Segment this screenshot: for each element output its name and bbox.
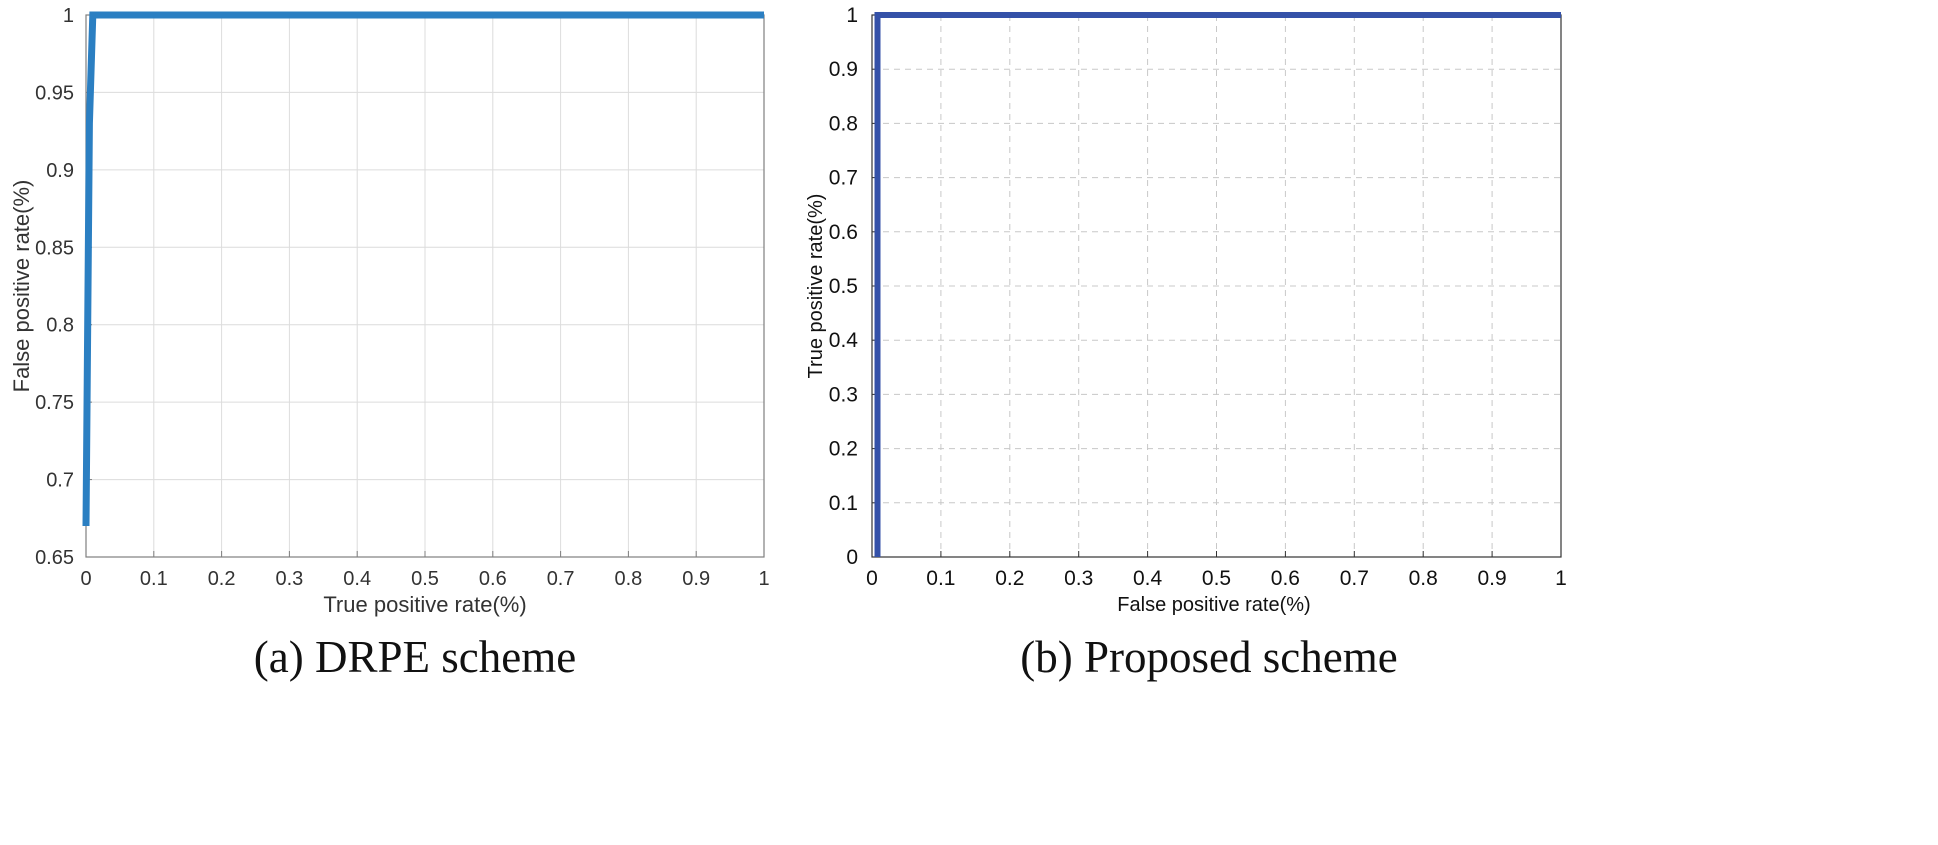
- y-tick-label: 0.3: [829, 383, 858, 406]
- y-tick-label: 0.9: [46, 160, 74, 182]
- panel-a-roc-curve: [82, 11, 764, 527]
- panel-a-drpe: 0 0.1 0.2 0.3 0.4 0.5 0.6 0.7 0.8 0.9 1 0.65 0.7 0.7…: [9, 5, 770, 682]
- panel-a-x-axis-label: True positive rate(%): [323, 592, 526, 617]
- panel-b-caption: (b) Proposed scheme: [1020, 632, 1397, 682]
- x-tick-label: 0.6: [479, 568, 507, 590]
- x-tick-label: 0.7: [547, 568, 575, 590]
- y-tick-label: 0.8: [829, 112, 858, 135]
- y-tick-label: 0.8: [46, 315, 74, 337]
- x-tick-label: 1: [758, 568, 769, 590]
- x-tick-label: 0.1: [140, 568, 168, 590]
- x-tick-label: 0.8: [1409, 567, 1438, 590]
- y-tick-label: 1: [63, 5, 74, 27]
- panel-b-y-axis-label: True positive rate(%): [805, 194, 827, 379]
- x-tick-label: 0.3: [275, 568, 303, 590]
- y-tick-label: 0.7: [46, 470, 74, 492]
- panel-a-y-tick-labels: 0.65 0.7 0.75 0.8 0.85 0.9 0.95 1: [35, 5, 74, 569]
- y-tick-label: 0.9: [829, 58, 858, 81]
- x-tick-label: 0.5: [1202, 567, 1231, 590]
- x-tick-label: 0.9: [682, 568, 710, 590]
- x-tick-label: 0.2: [208, 568, 236, 590]
- panel-a-y-axis-label: False positive rate(%): [9, 180, 34, 393]
- panel-b-grid: [871, 14, 1562, 558]
- x-tick-label: 0: [866, 567, 878, 590]
- y-tick-label: 0.2: [829, 438, 858, 461]
- x-tick-label: 0.1: [926, 567, 955, 590]
- y-tick-label: 0.5: [829, 275, 858, 298]
- x-tick-label: 0: [80, 568, 91, 590]
- x-tick-label: 1: [1555, 567, 1567, 590]
- y-tick-label: 0.75: [35, 392, 74, 414]
- x-tick-label: 0.4: [1133, 567, 1163, 590]
- x-tick-label: 0.9: [1477, 567, 1506, 590]
- panel-a-grid: [85, 14, 765, 558]
- x-tick-label: 0.8: [614, 568, 642, 590]
- x-tick-label: 0.5: [411, 568, 439, 590]
- roc-curve-line: [874, 12, 1561, 557]
- panel-b-x-tick-labels: 0 0.1 0.2 0.3 0.4 0.5 0.6 0.7 0.8 0.9 1: [866, 567, 1567, 590]
- y-tick-label: 1: [846, 4, 858, 27]
- roc-curve-line: [82, 11, 764, 527]
- y-tick-label: 0.85: [35, 237, 74, 259]
- panel-b-y-tick-labels: 0 0.1 0.2 0.3 0.4 0.5 0.6 0.7 0.8 0.9 1: [829, 4, 859, 569]
- x-tick-label: 0.6: [1271, 567, 1300, 590]
- y-tick-label: 0: [846, 546, 858, 569]
- y-tick-label: 0.95: [35, 82, 74, 104]
- panel-b-x-axis-label: False positive rate(%): [1117, 594, 1310, 616]
- panel-a-x-tick-labels: 0 0.1 0.2 0.3 0.4 0.5 0.6 0.7 0.8 0.9 1: [80, 568, 769, 590]
- y-tick-label: 0.1: [829, 492, 858, 515]
- panel-a-caption: (a) DRPE scheme: [254, 632, 576, 682]
- x-tick-label: 0.2: [995, 567, 1024, 590]
- y-tick-label: 0.7: [829, 167, 858, 190]
- y-tick-label: 0.65: [35, 547, 74, 569]
- x-tick-label: 0.4: [343, 568, 371, 590]
- x-tick-label: 0.3: [1064, 567, 1093, 590]
- y-tick-label: 0.6: [829, 221, 858, 244]
- y-tick-label: 0.4: [829, 329, 859, 352]
- panel-b-roc-curve: [874, 12, 1561, 557]
- panel-b-proposed: 0 0.1 0.2 0.3 0.4 0.5 0.6 0.7 0.8 0.9 1 0 0.1 0.2 0.3…: [805, 4, 1567, 682]
- x-tick-label: 0.7: [1340, 567, 1369, 590]
